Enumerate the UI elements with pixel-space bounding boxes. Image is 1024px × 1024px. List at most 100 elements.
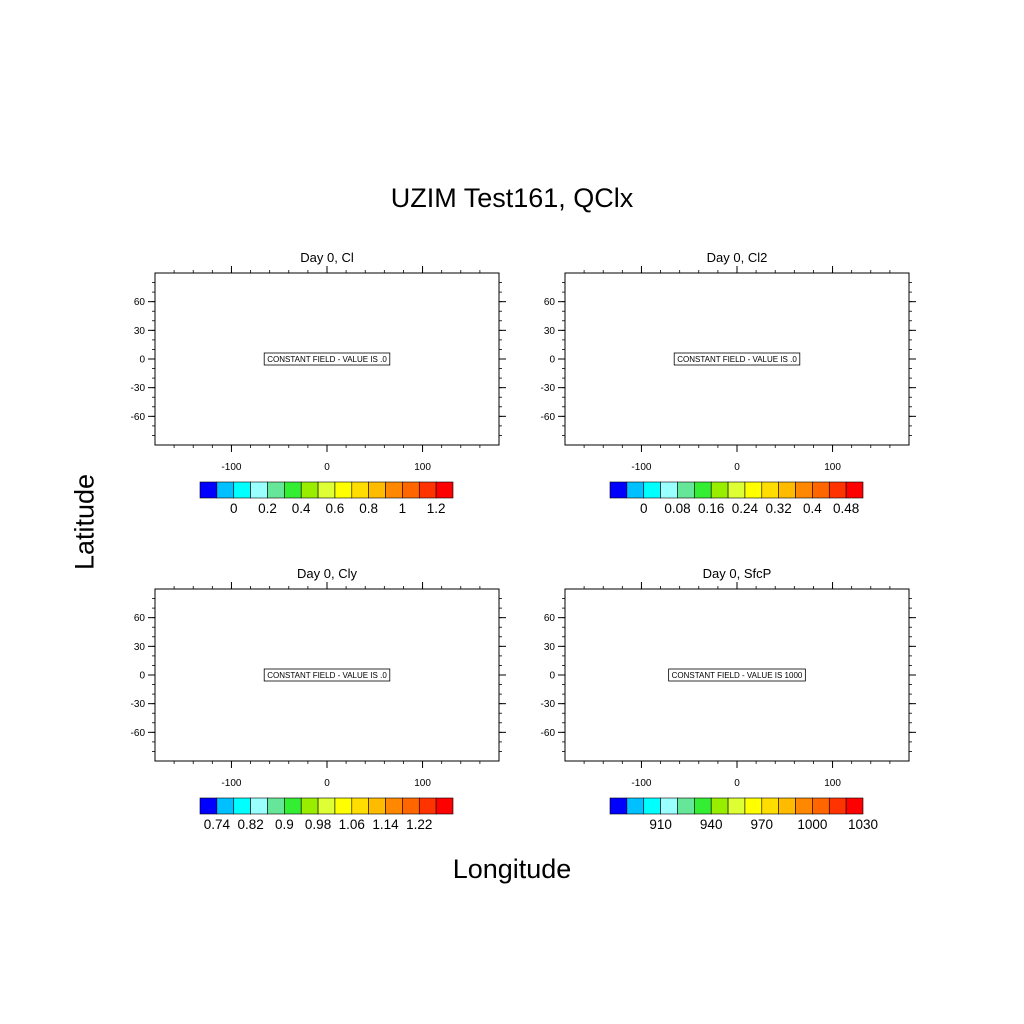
annotation-text: CONSTANT FIELD - VALUE IS 1000 xyxy=(672,671,803,680)
colorbar-box xyxy=(351,797,369,815)
constant-field-annotation: CONSTANT FIELD - VALUE IS .0 xyxy=(263,668,391,682)
figure-ylabel-text: Latitude xyxy=(69,473,100,571)
colorbar-label: 0.48 xyxy=(833,501,859,516)
colorbar-box xyxy=(643,797,661,815)
y-tick-label: 0 xyxy=(549,355,555,366)
y-minor-ticks xyxy=(562,598,912,752)
x-tick-label: -100 xyxy=(631,462,651,473)
colorbar-label: 1.2 xyxy=(427,501,446,516)
colorbar-box xyxy=(385,481,403,499)
annotation-text: CONSTANT FIELD - VALUE IS .0 xyxy=(267,355,387,364)
colorbar-box xyxy=(300,481,319,499)
colorbar-box xyxy=(710,481,729,499)
colorbar-box xyxy=(250,481,268,499)
colorbar-box xyxy=(368,481,386,499)
colorbar-box xyxy=(609,797,628,815)
colorbar-label: 970 xyxy=(751,817,774,832)
panel-svg: Day 0, Cl -100 0 100 60 30 0 -30 -60 CONSTANT FIE… xyxy=(131,250,506,516)
colorbar-box xyxy=(845,797,864,815)
colorbar-box xyxy=(334,797,353,815)
colorbar-box xyxy=(677,481,695,499)
annotation-box xyxy=(263,352,391,366)
panel-title: Day 0, Cly xyxy=(297,566,357,581)
colorbar-box xyxy=(284,797,302,815)
y-tick-label: 30 xyxy=(134,642,146,653)
panel-svg: Day 0, Cly -100 0 100 60 30 0 -30 -60 CONSTANT FI… xyxy=(131,566,506,832)
annotation-text: CONSTANT FIELD - VALUE IS .0 xyxy=(677,355,797,364)
colorbar-box xyxy=(626,481,645,499)
colorbar-box xyxy=(300,797,319,815)
colorbar-box xyxy=(643,481,661,499)
colorbar-label: 1030 xyxy=(848,817,878,832)
x-tick-label: -100 xyxy=(221,462,241,473)
colorbar-box xyxy=(435,797,454,815)
panel-cl: Day 0, Cl -100 0 100 60 30 0 -30 -60 CONSTANT FIE… xyxy=(110,246,570,546)
colorbar-box xyxy=(250,797,268,815)
y-tick-label: 60 xyxy=(544,297,556,308)
colorbar-label: 910 xyxy=(649,817,672,832)
y-tick-label: -30 xyxy=(131,383,146,394)
y-tick-label: 0 xyxy=(549,671,555,682)
colorbar-label: 1 xyxy=(399,501,407,516)
colorbar-box xyxy=(199,797,218,815)
colorbar-box xyxy=(744,797,763,815)
y-tick-label: -60 xyxy=(541,728,556,739)
constant-field-annotation: CONSTANT FIELD - VALUE IS .0 xyxy=(263,352,391,366)
colorbar-box xyxy=(233,481,251,499)
colorbar-box xyxy=(727,481,746,499)
colorbar-box xyxy=(216,481,235,499)
colorbar-label: 1.14 xyxy=(372,817,399,832)
colorbar-box xyxy=(284,481,302,499)
colorbar-box xyxy=(828,797,847,815)
colorbar-label: 0.6 xyxy=(326,501,345,516)
annotation-box xyxy=(263,668,391,682)
colorbar-label: 0.82 xyxy=(237,817,263,832)
colorbar-label: 940 xyxy=(700,817,723,832)
colorbar-box xyxy=(710,797,729,815)
colorbar-label: 0.4 xyxy=(292,501,311,516)
colorbar-box xyxy=(402,797,420,815)
colorbar-box xyxy=(233,797,251,815)
y-tick-label: 0 xyxy=(139,355,145,366)
x-tick-label: 100 xyxy=(824,462,841,473)
x-tick-label: 0 xyxy=(734,778,740,789)
colorbar-box xyxy=(199,481,218,499)
panel-svg: Day 0, SfcP -100 0 100 60 30 0 -30 -60 CONSTANT F… xyxy=(541,566,916,832)
panel-svg: Day 0, Cl2 -100 0 100 60 30 0 -30 -60 CONSTANT FI… xyxy=(541,250,916,516)
x-tick-label: 0 xyxy=(324,778,330,789)
colorbar-box xyxy=(609,481,628,499)
y-tick-label: 60 xyxy=(134,613,146,624)
annotation-text: CONSTANT FIELD - VALUE IS .0 xyxy=(267,671,387,680)
colorbar-label: 1.06 xyxy=(339,817,365,832)
colorbar: 0.74 0.82 0.9 0.98 1.06 1.14 1.22 xyxy=(199,797,454,832)
colorbar-box xyxy=(368,797,386,815)
colorbar-box xyxy=(317,481,336,499)
y-tick-label: -60 xyxy=(541,412,556,423)
colorbar-box xyxy=(795,797,813,815)
colorbar-box xyxy=(761,797,779,815)
colorbar-box xyxy=(385,797,403,815)
colorbar-box xyxy=(351,481,369,499)
annotation-box xyxy=(673,352,801,366)
colorbar-box xyxy=(418,481,437,499)
x-tick-label: -100 xyxy=(631,778,651,789)
y-tick-label: 60 xyxy=(544,613,556,624)
colorbar-label: 0.4 xyxy=(803,501,822,516)
panel-title: Day 0, Cl xyxy=(300,250,354,265)
x-tick-label: -100 xyxy=(221,778,241,789)
panel-title: Day 0, SfcP xyxy=(703,566,772,581)
x-tick-label: 100 xyxy=(414,462,431,473)
colorbar-label: 1.22 xyxy=(406,817,432,832)
constant-field-annotation: CONSTANT FIELD - VALUE IS 1000 xyxy=(668,668,806,682)
colorbar-box xyxy=(402,481,420,499)
y-tick-label: 30 xyxy=(134,326,146,337)
panel-cl2: Day 0, Cl2 -100 0 100 60 30 0 -30 -60 CONSTANT FI… xyxy=(520,246,980,546)
colorbar-box xyxy=(795,481,813,499)
colorbar-label: 0.24 xyxy=(732,501,759,516)
colorbar-box xyxy=(845,481,864,499)
y-tick-label: -60 xyxy=(131,728,146,739)
colorbar-box xyxy=(778,481,796,499)
colorbar-label: 0.98 xyxy=(305,817,331,832)
colorbar-label: 0.32 xyxy=(766,501,792,516)
